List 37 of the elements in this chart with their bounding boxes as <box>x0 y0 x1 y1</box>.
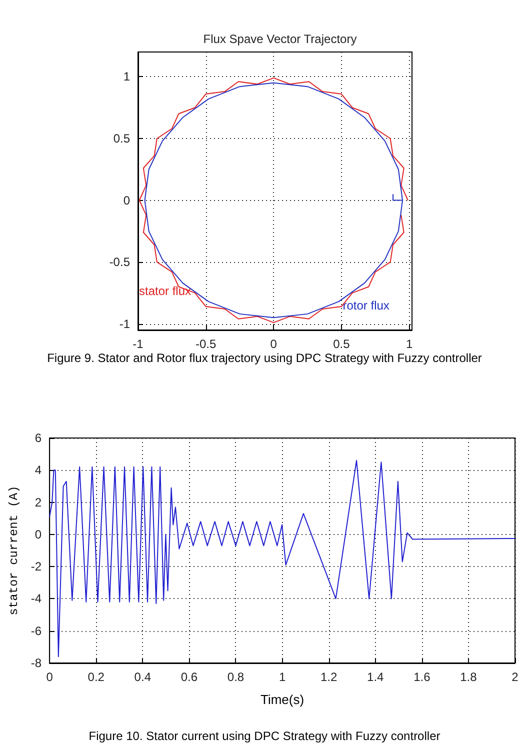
line-series <box>49 460 516 658</box>
x-tick-label: 0.5 <box>333 337 350 351</box>
x-tick-label: 0.8 <box>227 670 244 684</box>
y-tick-label: 0 <box>34 527 42 542</box>
y-tick-label: 6 <box>34 431 42 445</box>
x-tick-label: 1 <box>278 670 286 684</box>
caption: Figure 10. Stator current using DPC Strategy with Fuzzy controller <box>88 729 440 743</box>
series-label: rotor flux <box>342 298 390 313</box>
y-tick-label: -4 <box>30 592 42 606</box>
x-tick-label: 0.4 <box>134 670 152 684</box>
x-tick-label: 0.6 <box>180 670 198 684</box>
chart-title: Flux Spave Vector Trajectory <box>203 32 357 46</box>
y-tick-label: -0.5 <box>109 255 130 270</box>
series-label: stator flux <box>139 284 192 298</box>
y-tick-label: 4 <box>34 463 42 478</box>
x-tick-label: 1.2 <box>320 670 338 684</box>
y-tick-label: 0.5 <box>113 131 130 146</box>
y-tick-label: 0 <box>123 193 130 208</box>
y-tick-label: -2 <box>30 560 42 574</box>
x-tick-label: 1.6 <box>414 670 431 684</box>
x-tick-label: 0 <box>270 337 278 351</box>
x-axis-title: Time(s) <box>260 692 304 707</box>
x-tick-label: -1 <box>132 337 144 351</box>
caption: Figure 9. Stator and Rotor flux trajectory using DPC Strategy with Fuzzy controller <box>47 351 482 365</box>
x-tick-label: 2 <box>512 670 519 684</box>
y-tick-label: -8 <box>30 656 42 670</box>
x-tick-label: -0.5 <box>195 337 216 351</box>
y-tick-label: -1 <box>119 316 130 331</box>
x-tick-label: 0.2 <box>88 670 105 684</box>
x-tick-label: 0 <box>46 670 54 684</box>
x-tick-label: 1.8 <box>460 670 478 684</box>
y-axis-title: stator current (A) <box>7 486 21 616</box>
y-tick-label: 1 <box>123 70 130 84</box>
x-tick-label: 1.4 <box>367 670 384 684</box>
y-tick-label: -6 <box>30 624 42 638</box>
y-tick-label: 2 <box>34 495 42 510</box>
x-tick-label: 1 <box>406 337 413 351</box>
